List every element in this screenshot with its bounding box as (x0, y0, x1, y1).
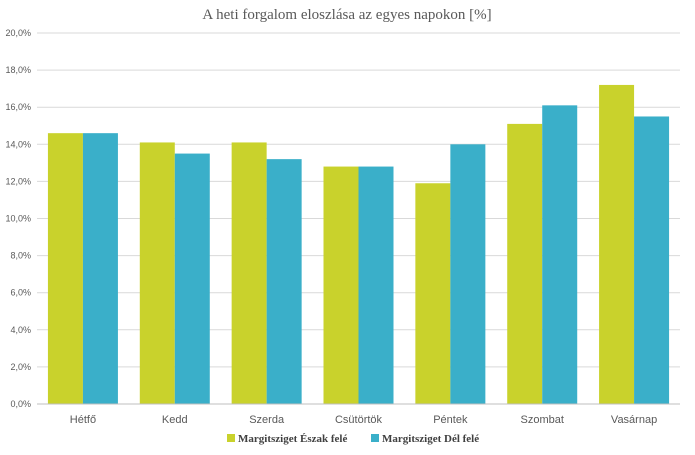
bars (47, 84, 670, 405)
y-tick-label: 10,0% (5, 214, 31, 224)
bar-north (507, 123, 543, 405)
y-tick-label: 8,0% (10, 251, 31, 261)
x-category-label: Vasárnap (611, 414, 657, 426)
bar-south (358, 166, 394, 404)
y-tick-label: 0,0% (10, 399, 31, 409)
bar-north (231, 142, 267, 404)
x-axis-labels: Hétfő Kedd Szerda Csütörtök Péntek Szombat Vas… (70, 414, 657, 426)
y-tick-label: 6,0% (10, 288, 31, 298)
y-tick-label: 4,0% (10, 325, 31, 335)
legend-swatch-north (227, 434, 235, 442)
x-category-label: Szerda (249, 414, 285, 426)
legend: Margitsziget Észak felé Margitsziget Dél… (227, 433, 479, 445)
bar-south (450, 144, 486, 405)
y-tick-label: 18,0% (5, 65, 31, 75)
legend-label-north: Margitsziget Észak felé (238, 433, 347, 445)
bar-south (266, 159, 302, 404)
y-axis-ticks: 0,0% 2,0% 4,0% 6,0% 8,0% 10,0% 12,0% 14,0% 16,0%… (5, 28, 31, 409)
legend-swatch-south (371, 434, 379, 442)
bar-north (139, 142, 175, 404)
x-category-label: Péntek (433, 414, 468, 426)
legend-label-south: Margitsziget Dél felé (382, 433, 479, 445)
bar-south (634, 116, 670, 404)
x-category-label: Szombat (521, 414, 564, 426)
bar-north (599, 84, 635, 404)
y-tick-label: 20,0% (5, 28, 31, 38)
y-tick-label: 12,0% (5, 176, 31, 186)
bar-south (174, 153, 210, 404)
y-tick-label: 14,0% (5, 139, 31, 149)
bar-north (47, 133, 83, 405)
chart-title: A heti forgalom eloszlása az egyes napok… (202, 7, 491, 23)
x-category-label: Kedd (162, 414, 188, 426)
bar-south (82, 133, 118, 405)
bar-south (542, 105, 578, 404)
y-tick-label: 16,0% (5, 102, 31, 112)
x-category-label: Hétfő (70, 414, 96, 426)
bar-north (415, 183, 451, 404)
x-category-label: Csütörtök (335, 414, 383, 426)
y-tick-label: 2,0% (10, 362, 31, 372)
bar-north (323, 166, 359, 404)
